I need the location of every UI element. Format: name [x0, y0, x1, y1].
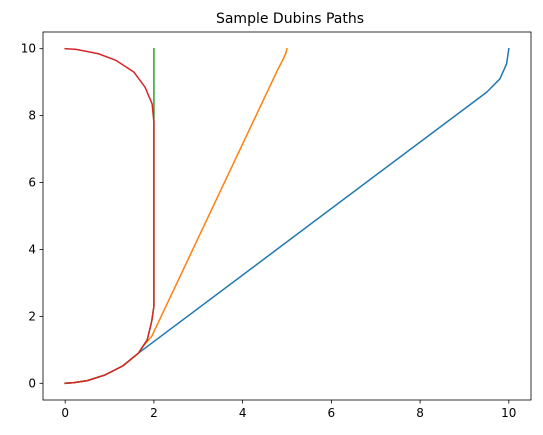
x-axis: 0 2 4 6 8 10 — [61, 400, 516, 420]
y-tick-label: 2 — [28, 309, 36, 323]
y-tick-label: 10 — [21, 42, 36, 56]
y-tick-label: 6 — [28, 176, 36, 190]
x-tick-label: 2 — [150, 406, 158, 420]
x-tick-label: 6 — [328, 406, 336, 420]
x-tick-label: 4 — [239, 406, 247, 420]
y-tick-label: 4 — [28, 242, 36, 256]
x-tick-label: 10 — [501, 406, 516, 420]
y-axis: 0 2 4 6 8 10 — [21, 42, 43, 390]
plot-area — [42, 31, 532, 401]
y-tick-label: 0 — [28, 376, 36, 390]
y-tick-label: 8 — [28, 109, 36, 123]
x-tick-label: 0 — [61, 406, 69, 420]
series-line-4 — [64, 47, 155, 385]
x-tick-label: 8 — [416, 406, 424, 420]
series-layer — [64, 47, 510, 385]
chart-title: Sample Dubins Paths — [216, 11, 364, 27]
